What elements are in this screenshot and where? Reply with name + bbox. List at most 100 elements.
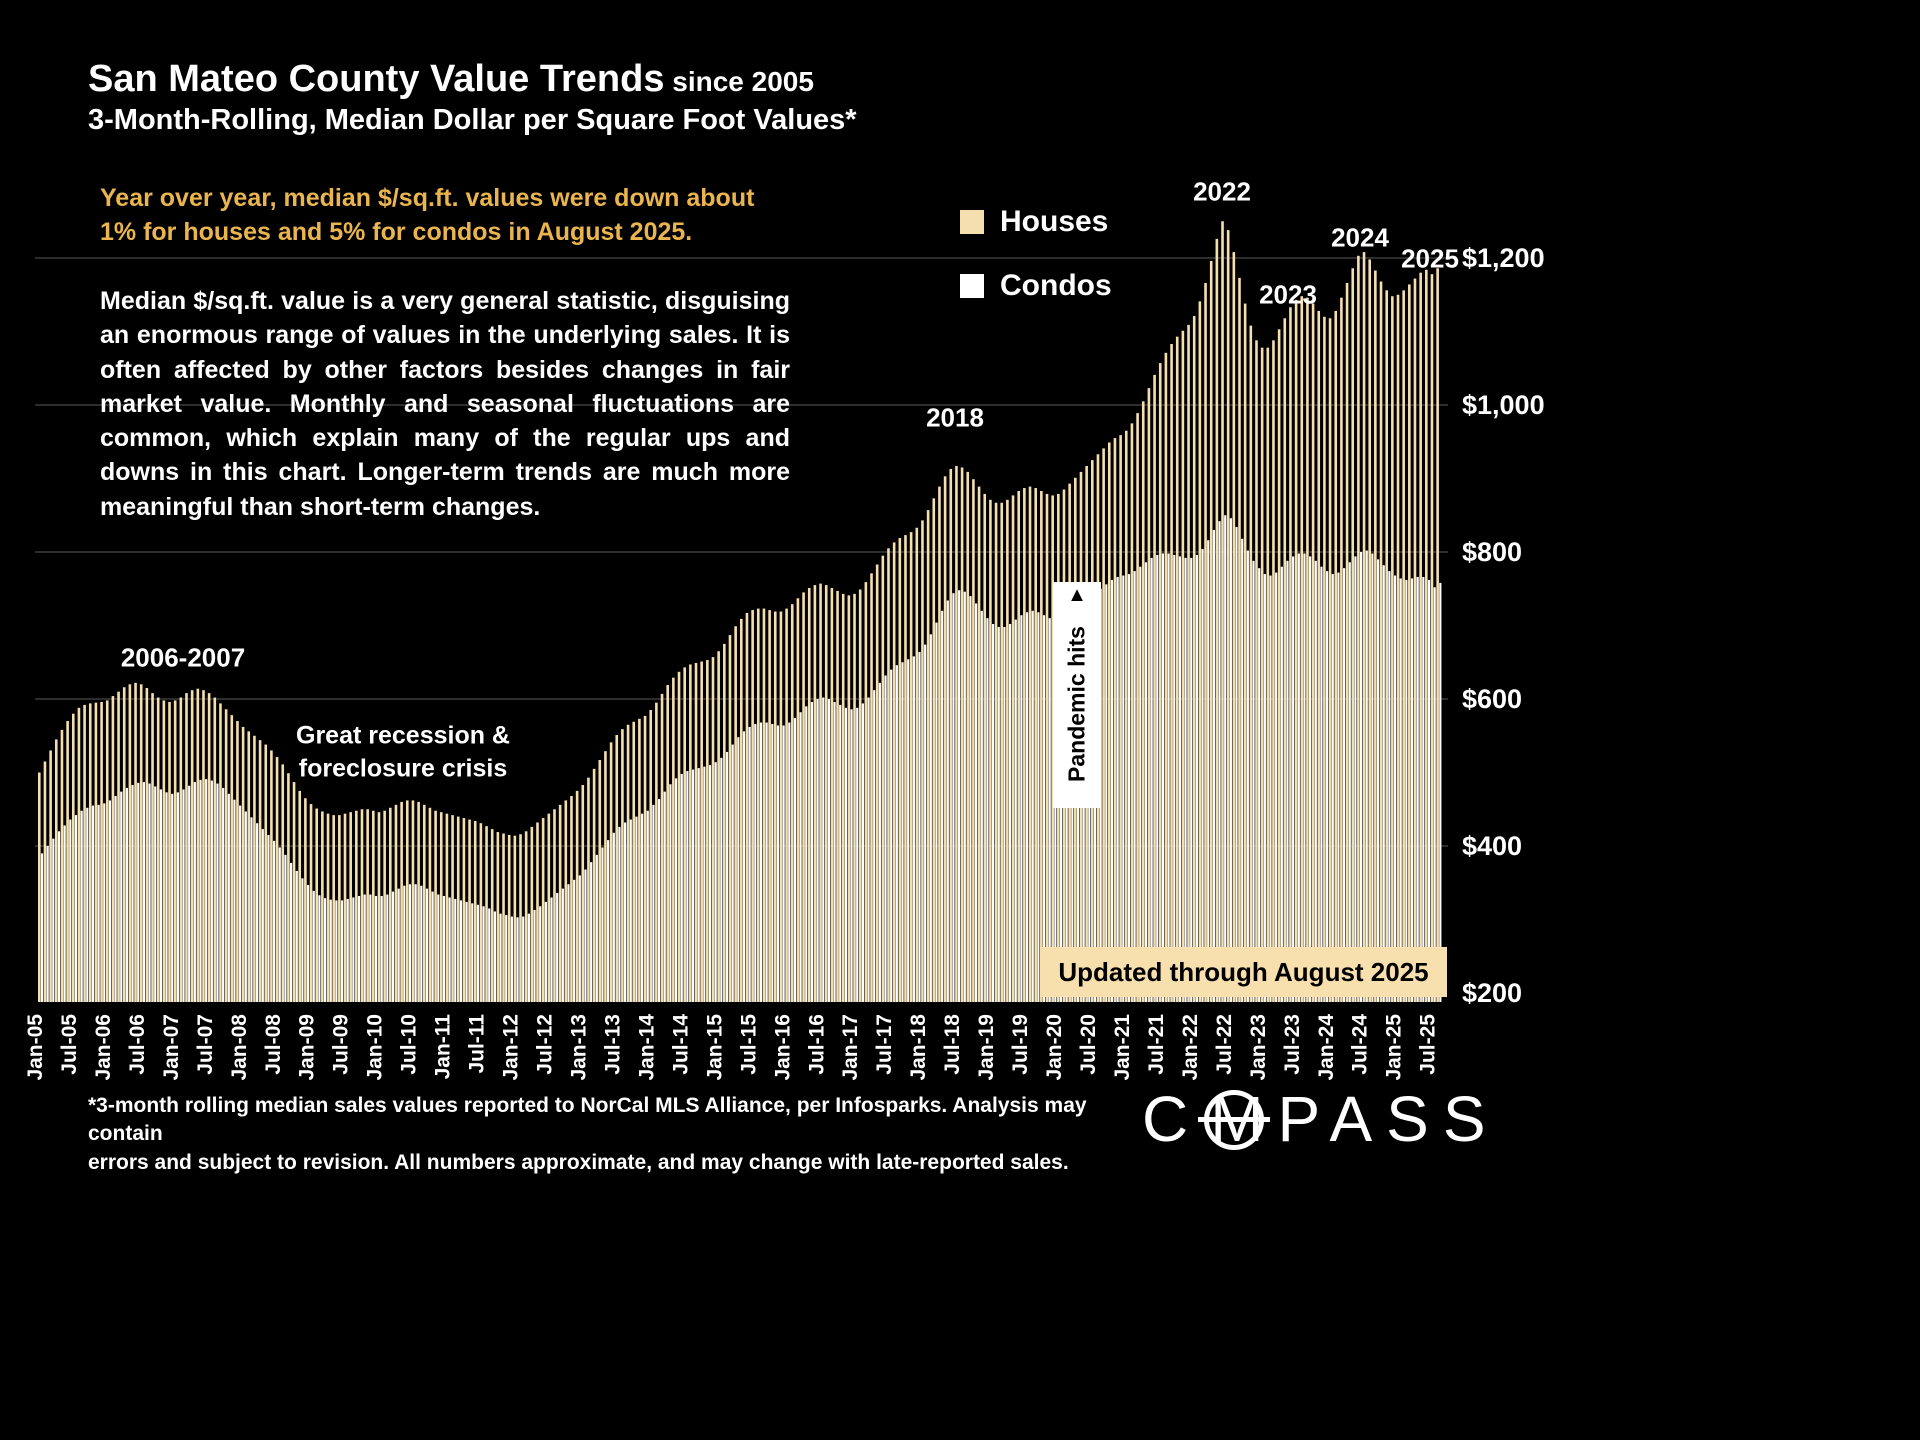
house-bar — [394, 804, 398, 1002]
condo-bar — [80, 810, 83, 1002]
condo-bar — [1003, 626, 1006, 1002]
yoy-highlight-text: Year over year, median $/sq.ft. values w… — [100, 184, 755, 246]
condo-bar — [510, 916, 513, 1002]
condo-bar — [963, 591, 966, 1002]
condo-bar — [52, 838, 55, 1002]
condo-bar — [391, 891, 395, 1002]
house-bar — [298, 790, 302, 1003]
condo-bar — [40, 853, 44, 1002]
house-bar — [162, 700, 166, 1002]
condo-bar — [1393, 575, 1397, 1002]
house-bar — [1209, 260, 1213, 1002]
house-bar — [1119, 435, 1122, 1002]
condo-bar — [725, 751, 729, 1002]
house-bar — [972, 479, 975, 1002]
house-bar — [717, 651, 720, 1002]
house-bar — [1396, 294, 1400, 1002]
condo-bar — [261, 829, 264, 1002]
condo-bar — [188, 785, 191, 1002]
house-bar — [253, 735, 256, 1002]
condo-bar — [1280, 566, 1283, 1002]
house-bar — [1413, 278, 1417, 1003]
condo-bar — [1190, 557, 1193, 1002]
condo-bar — [278, 847, 281, 1002]
condo-bar — [1156, 554, 1159, 1002]
condo-bar — [505, 915, 508, 1002]
x-axis-label: Jul-10 — [398, 1014, 421, 1075]
condo-bar — [448, 897, 451, 1002]
x-axis-label: Jan-13 — [568, 1014, 591, 1081]
condo-bar — [323, 898, 327, 1002]
house-bar — [513, 835, 517, 1002]
house-bar — [1272, 340, 1275, 1002]
title-main: San Mateo County Value Trends — [88, 58, 665, 100]
house-bar — [94, 702, 98, 1002]
condo-bar — [748, 726, 751, 1002]
house-bar — [377, 812, 381, 1002]
house-bar — [1294, 299, 1298, 1002]
house-bar — [1345, 282, 1349, 1002]
house-bar — [802, 592, 805, 1002]
house-bar — [122, 687, 126, 1002]
condo-bar — [471, 903, 474, 1002]
house-bar — [1107, 442, 1111, 1002]
condo-bar — [1037, 612, 1040, 1002]
condo-bar — [788, 722, 791, 1002]
house-bar — [626, 724, 630, 1002]
condo-bar — [488, 908, 491, 1002]
condo-bar — [703, 766, 706, 1002]
house-bar — [117, 691, 120, 1002]
house-bar — [1323, 316, 1326, 1002]
condo-bar — [142, 782, 145, 1002]
house-bar — [224, 709, 228, 1002]
house-bar — [1277, 329, 1281, 1002]
page-title: San Mateo County Value Trends since 2005 — [88, 58, 814, 101]
condo-bar — [686, 771, 689, 1002]
x-axis-label: Jul-18 — [941, 1014, 964, 1075]
house-bar — [405, 800, 409, 1002]
annotation-2022: 2022 — [1193, 176, 1251, 207]
condo-bar — [273, 840, 276, 1002]
condo-bar — [1246, 550, 1249, 1002]
house-bar — [689, 664, 692, 1002]
condo-bar — [301, 878, 304, 1002]
house-bar — [366, 809, 369, 1002]
house-bar — [1023, 488, 1026, 1002]
house-bar — [88, 703, 92, 1002]
house-bar — [332, 815, 335, 1002]
condo-bar — [1405, 579, 1408, 1002]
condo-bar — [1382, 565, 1385, 1002]
house-bar — [389, 807, 392, 1002]
house-bar — [496, 832, 500, 1002]
condo-bar — [193, 782, 196, 1002]
house-bar — [83, 704, 86, 1002]
condo-bar — [533, 909, 536, 1002]
house-bar — [989, 499, 992, 1002]
house-bar — [530, 826, 534, 1002]
condo-bar — [1343, 568, 1346, 1002]
condo-bar — [737, 737, 740, 1002]
condo-bar — [1427, 579, 1431, 1002]
house-bar — [185, 693, 188, 1002]
house-bar — [966, 471, 970, 1002]
x-axis-label: Jul-17 — [873, 1014, 896, 1075]
house-bar — [734, 626, 737, 1002]
house-bar — [1102, 448, 1105, 1002]
condo-bar — [680, 773, 683, 1002]
house-bar — [105, 700, 109, 1002]
condo-bar — [57, 831, 61, 1002]
condo-bar — [952, 593, 955, 1002]
house-bar — [915, 527, 919, 1002]
house-bar — [553, 809, 556, 1002]
condo-bar — [1303, 553, 1306, 1002]
house-bar — [281, 764, 285, 1002]
condo-bar — [992, 624, 995, 1002]
house-bar — [321, 811, 324, 1002]
condo-bar — [765, 722, 768, 1002]
house-bar — [643, 715, 647, 1002]
house-bar — [1351, 268, 1355, 1002]
condo-bar — [691, 769, 695, 1002]
house-bar — [564, 800, 568, 1002]
